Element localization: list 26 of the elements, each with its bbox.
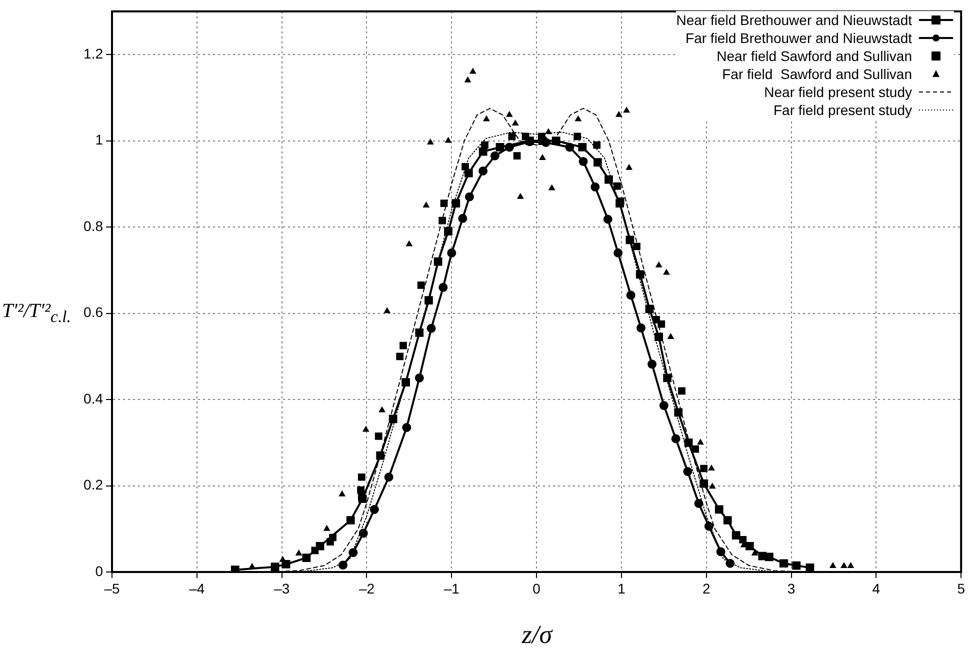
x-tick-label: –5 <box>104 580 120 596</box>
y-axis-title: T′²/T′²$_{c.l.}$ <box>2 300 71 327</box>
x-tick-label: 0 <box>532 580 541 596</box>
x-tick-label: –2 <box>358 580 375 596</box>
x-tick-label: –1 <box>444 580 460 596</box>
legend-label: Far field Brethouwer and Nieuwstadt <box>686 29 912 47</box>
y-tick-label: 1 <box>95 132 104 148</box>
y-tick-label: 0.4 <box>84 390 104 406</box>
x-tick-label: 5 <box>957 580 966 596</box>
x-tick-label: 3 <box>787 580 796 596</box>
x-tick-label: 1 <box>618 580 626 596</box>
legend-label: Near field Sawford and Sullivan <box>716 47 912 65</box>
y-tick-label: 0.6 <box>84 304 104 320</box>
y-tick-label: 0.8 <box>84 218 104 234</box>
y-tick-label: 0.2 <box>84 476 104 493</box>
x-axis-title: z/σ <box>520 620 554 650</box>
x-tick-label: –4 <box>189 580 205 596</box>
x-tick-label: –3 <box>274 580 290 596</box>
x-tick-label: 4 <box>872 580 880 596</box>
legend-label: Far field present study <box>773 101 912 119</box>
y-tick-label: 0 <box>95 562 104 579</box>
legend-label: Near field Brethouwer and Nieuwstadt <box>676 11 912 29</box>
x-tick-label: 2 <box>702 580 710 596</box>
legend-label: Near field present study <box>764 83 912 101</box>
legend-label: Far field Sawford and Sullivan <box>722 65 912 83</box>
y-tick-label: 1.2 <box>84 45 104 62</box>
